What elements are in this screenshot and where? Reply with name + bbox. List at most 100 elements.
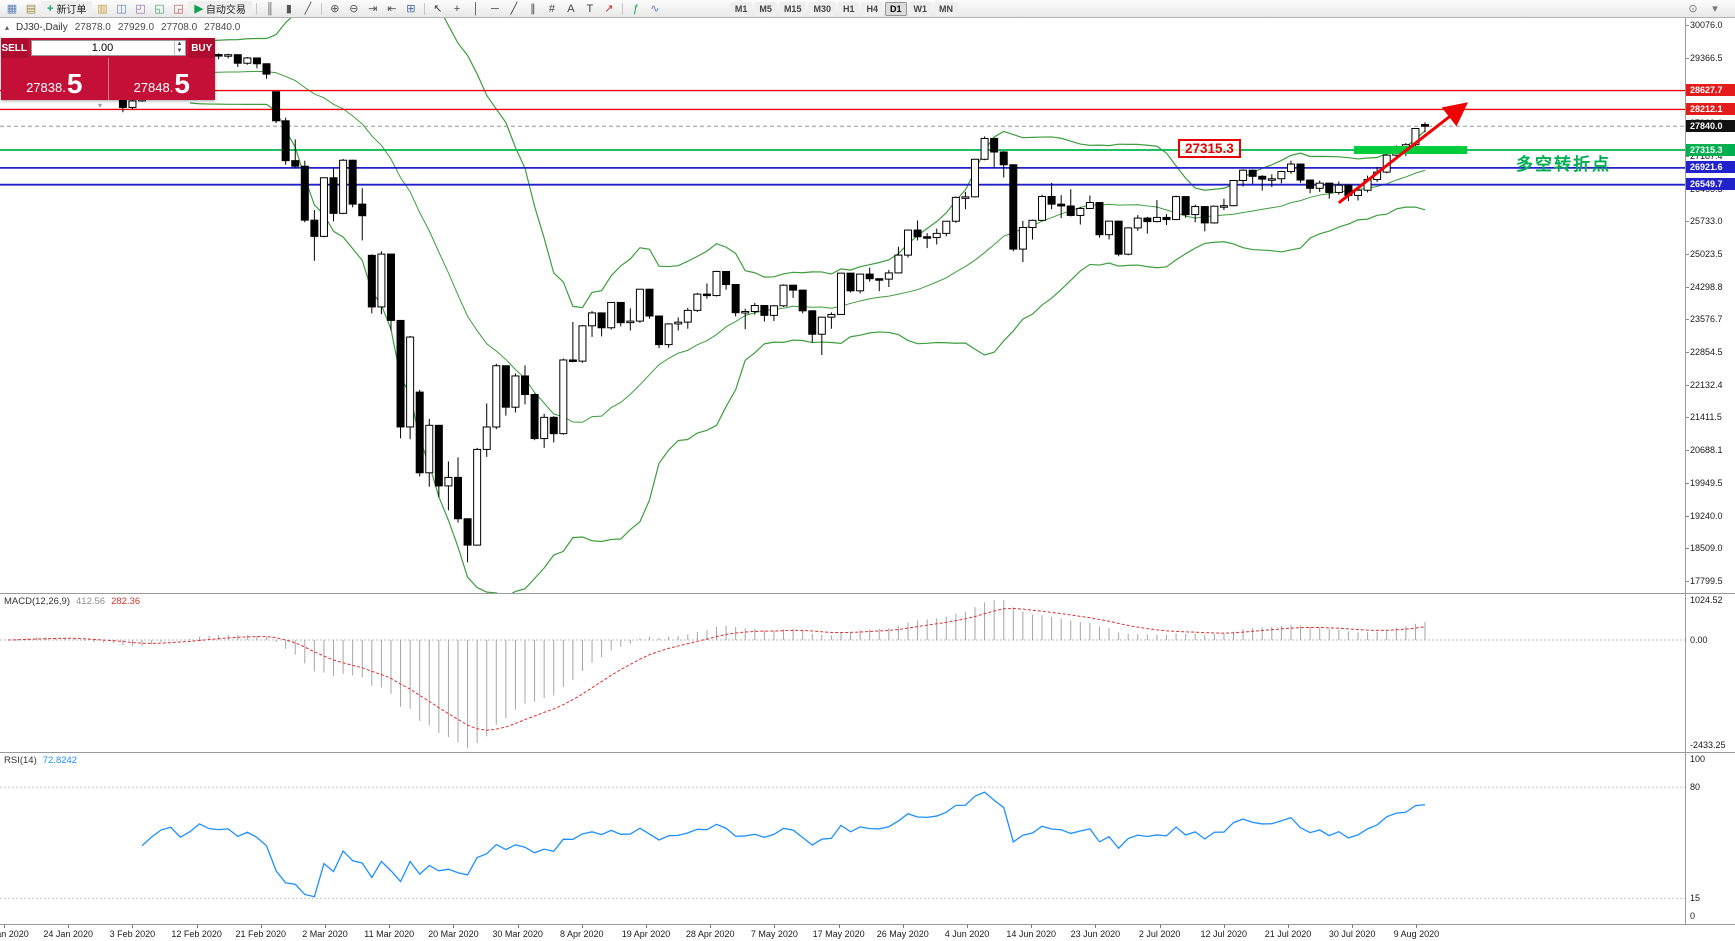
- templates-icon[interactable]: ∿: [650, 3, 660, 15]
- autotrading-label: 自动交易: [205, 5, 246, 16]
- toolbar-separator: [621, 2, 623, 15]
- favorites-icon[interactable]: ▾: [1712, 3, 1718, 15]
- time-tick-mark: [260, 925, 262, 928]
- search-icon[interactable]: ⊙: [1688, 3, 1698, 15]
- timeframe-m1[interactable]: M1: [729, 1, 753, 16]
- sell-price-button[interactable]: 27838. 5: [1, 58, 109, 100]
- label-icon[interactable]: T: [586, 3, 594, 15]
- sell-price-main: 27838.: [26, 80, 66, 95]
- trendline-icon[interactable]: ╱: [510, 3, 518, 15]
- one-click-toggle-icon[interactable]: ▴: [5, 23, 10, 32]
- tile-windows-icon[interactable]: ⊞: [406, 3, 416, 15]
- fibonacci-icon[interactable]: #: [548, 3, 555, 15]
- timeframe-d1[interactable]: D1: [885, 1, 907, 16]
- timeframe-m30[interactable]: M30: [808, 1, 836, 16]
- time-tick-mark: [646, 925, 647, 928]
- date-label: 28 Apr 2020: [685, 929, 735, 939]
- date-label: 4 Jun 2020: [944, 929, 990, 939]
- plus-icon: +: [47, 2, 54, 15]
- axis-tick-mark: [1686, 384, 1689, 386]
- volume-up-icon[interactable]: ▲: [176, 41, 183, 47]
- price-annotation-box[interactable]: 27315.3: [1178, 139, 1241, 158]
- horizontal-line-icon[interactable]: ─: [491, 3, 499, 15]
- price-level-badge: 27315.3: [1686, 143, 1735, 156]
- price-tick: 29366.5: [1690, 52, 1723, 63]
- date-label: 2 Mar 2020: [302, 929, 348, 939]
- date-label: 14 Jun 2020: [1006, 929, 1056, 939]
- navigator-icon[interactable]: ◰: [135, 3, 146, 15]
- buy-button[interactable]: BUY: [188, 38, 215, 58]
- date-label: 9 Aug 2020: [1393, 929, 1440, 939]
- buy-price-button[interactable]: 27848. 5: [109, 58, 216, 100]
- axis-tick-mark: [1686, 221, 1689, 223]
- vertical-line-icon[interactable]: │: [472, 3, 480, 15]
- terminal-icon[interactable]: ◱: [154, 3, 165, 15]
- volume-input[interactable]: [31, 42, 174, 54]
- timeframe-m5[interactable]: M5: [754, 1, 777, 16]
- date-label: 7 May 2020: [750, 929, 798, 939]
- rsi-panel[interactable]: [0, 753, 1685, 924]
- price-tick: 27187.4: [1690, 150, 1723, 161]
- macd-panel[interactable]: [0, 594, 1685, 752]
- bar-chart-icon[interactable]: ║: [266, 3, 274, 15]
- price-tick: 25733.0: [1690, 216, 1723, 227]
- time-tick-mark: [4, 925, 5, 928]
- date-label: 15 Jan 2020: [0, 929, 29, 939]
- volume-down-icon[interactable]: ▼: [176, 48, 183, 54]
- auto-scroll-icon[interactable]: ⇥: [368, 3, 378, 15]
- timeframe-group: M1 M5 M15 M30 H1 H4 D1 W1 MN: [729, 1, 959, 16]
- ohlc-low: 27708.0: [161, 22, 198, 33]
- autotrading-button[interactable]: ▶ 自动交易: [188, 1, 252, 16]
- time-tick-mark: [1031, 925, 1033, 928]
- axis-tick-mark: [1686, 319, 1689, 321]
- trade-panel-collapse-icon[interactable]: ▾: [98, 101, 103, 110]
- strategy-tester-icon[interactable]: ◲: [173, 3, 184, 15]
- timeframe-w1[interactable]: W1: [908, 1, 933, 16]
- timeframe-h4[interactable]: H4: [861, 1, 883, 16]
- rsi-panel-splitter[interactable]: [0, 752, 1735, 753]
- channel-icon[interactable]: ∥: [530, 3, 536, 15]
- price-level-badge: 27840.0: [1686, 119, 1735, 132]
- timeframe-mn[interactable]: MN: [934, 1, 959, 16]
- new-order-button[interactable]: + 新订单: [41, 1, 93, 16]
- time-tick-mark: [902, 925, 904, 928]
- arrows-tool-icon[interactable]: ↗: [604, 3, 614, 15]
- price-tick: 24298.8: [1690, 281, 1723, 292]
- rsi-axis-0: 0: [1690, 911, 1696, 921]
- time-tick-mark: [1223, 925, 1225, 928]
- time-tick-mark: [1352, 925, 1354, 928]
- price-level-badge: 26921.6: [1686, 161, 1735, 174]
- sell-button[interactable]: SELL: [1, 38, 28, 58]
- chart-shift-icon[interactable]: ⇤: [387, 3, 397, 15]
- date-label: 3 Feb 2020: [109, 929, 156, 939]
- price-tick: 19240.0: [1690, 510, 1723, 521]
- macd-panel-splitter[interactable]: [0, 593, 1735, 594]
- rsi-indicator-label: RSI(14) 72.8242: [4, 755, 77, 766]
- zoom-out-icon[interactable]: ⊖: [349, 3, 359, 15]
- price-chart[interactable]: [0, 18, 1685, 593]
- crosshair-icon[interactable]: +: [453, 3, 461, 15]
- candlestick-chart-icon[interactable]: ▮: [285, 3, 292, 15]
- turning-point-label[interactable]: 多空转折点: [1516, 155, 1611, 174]
- sell-price-big-digit: 5: [66, 68, 83, 99]
- price-tick: 20688.1: [1690, 445, 1723, 456]
- line-chart-icon[interactable]: ╱: [304, 3, 312, 15]
- indicators-icon[interactable]: ƒ: [632, 3, 639, 15]
- zoom-in-icon[interactable]: ⊕: [330, 3, 340, 15]
- cursor-icon[interactable]: ↖: [433, 3, 443, 15]
- time-axis[interactable]: 15 Jan 2020 24 Jan 2020 3 Feb 2020 12 Feb 2…: [0, 924, 1735, 941]
- time-tick-mark: [774, 925, 776, 928]
- ohlc-high: 27929.0: [117, 22, 155, 33]
- profiles-icon[interactable]: ▤: [25, 3, 37, 15]
- market-watch-icon[interactable]: ▥: [97, 3, 108, 15]
- rsi-value: 72.8242: [42, 755, 78, 766]
- data-window-icon[interactable]: ◫: [116, 3, 127, 15]
- new-chart-icon[interactable]: ▦: [6, 3, 18, 15]
- timeframe-m15[interactable]: M15: [778, 1, 807, 16]
- price-axis[interactable]: 1024.52 0.00 -2433.25 100 80 15 0 30076.…: [1685, 18, 1735, 924]
- date-label: 8 Apr 2020: [560, 929, 604, 939]
- play-icon: ▶: [194, 3, 203, 15]
- timeframe-h1[interactable]: H1: [837, 1, 860, 16]
- text-icon[interactable]: A: [567, 3, 575, 15]
- axis-tick-mark: [1686, 548, 1689, 550]
